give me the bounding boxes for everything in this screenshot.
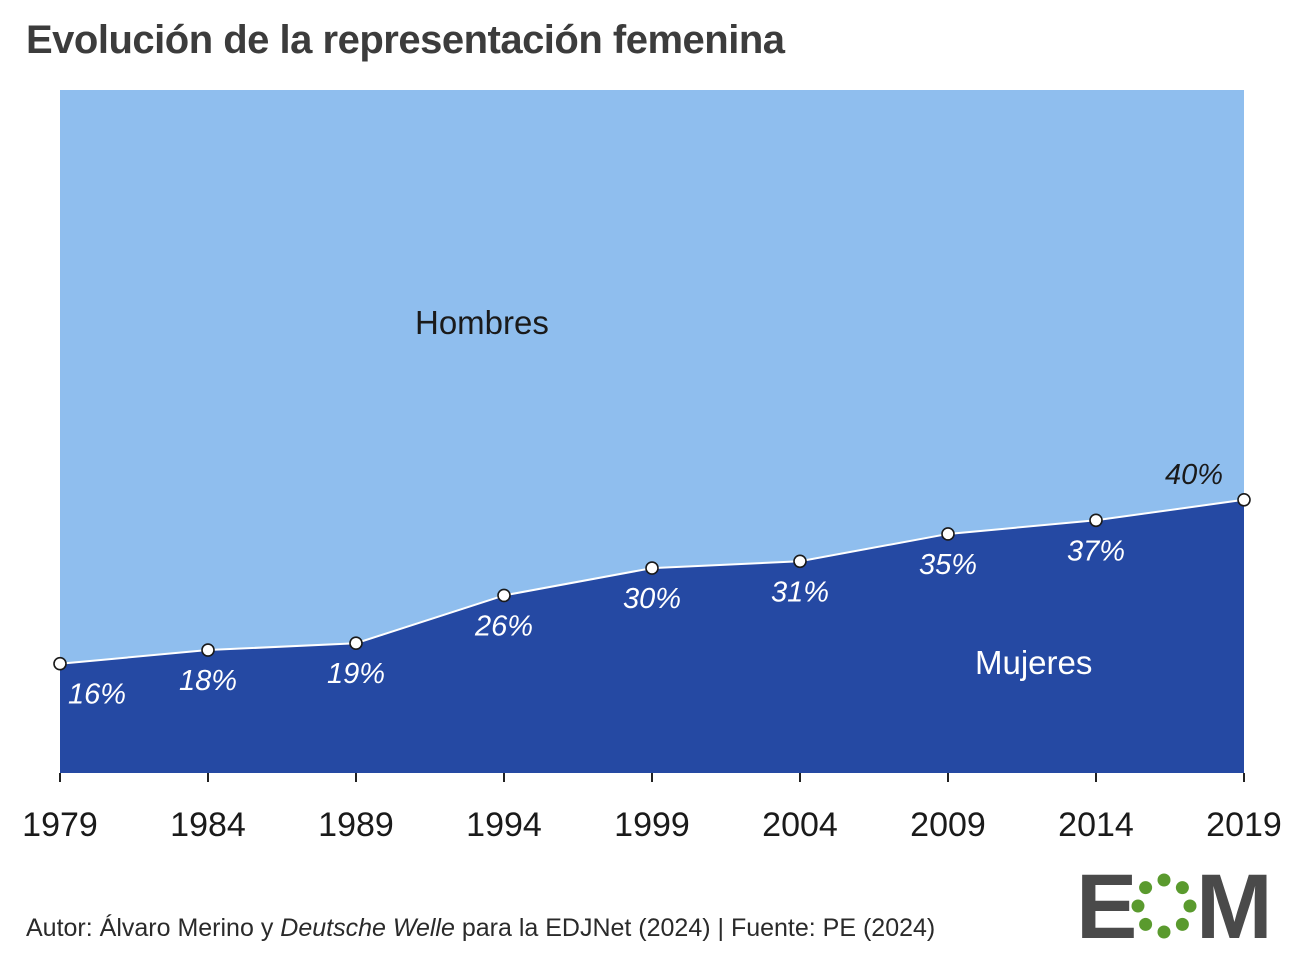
data-label-1994: 26% (474, 610, 533, 642)
logo-dot (1139, 881, 1153, 895)
x-tick-label-2004: 2004 (762, 806, 838, 844)
eom-circle-dots-logo-icon (1131, 873, 1197, 939)
data-label-2004: 31% (771, 576, 829, 608)
x-tick-label-1989: 1989 (318, 806, 394, 844)
data-point-2004 (793, 554, 807, 569)
data-point-2009 (941, 527, 955, 541)
data-label-1999: 30% (623, 583, 681, 615)
footer-author-italic: Deutsche Welle (280, 914, 455, 942)
area-chart: 1979 1984 1989 1994 1999 2004 2009 2014 2019 16% 1… (22, 90, 1282, 844)
data-point-2014 (1089, 513, 1103, 528)
data-label-1979: 16% (68, 679, 126, 711)
area-mujeres (60, 499, 1244, 773)
data-label-2019: 40% (1165, 459, 1223, 491)
x-tick-label-1999: 1999 (614, 806, 690, 844)
plot-area: 1979 1984 1989 1994 1999 2004 2009 2014 2019 16% 1… (22, 90, 1282, 844)
data-label-2014: 37% (1067, 535, 1125, 567)
x-tick-label-2009: 2009 (910, 806, 986, 844)
eom-logo: E M (1076, 868, 1273, 942)
series-label-hombres: Hombres (415, 304, 549, 341)
x-tick-label-2014: 2014 (1058, 806, 1134, 844)
logo-dot (1131, 899, 1145, 913)
footer-credit: Autor: Álvaro Merino y Deutsche Welle pa… (26, 914, 935, 943)
footer-author-prefix: Autor: Álvaro Merino y (26, 914, 281, 942)
logo-dot (1139, 917, 1153, 931)
logo-dot (1157, 925, 1171, 939)
data-point-2019 (1237, 492, 1251, 507)
data-label-1989: 19% (327, 658, 385, 690)
series-label-mujeres: Mujeres (975, 644, 1092, 681)
logo-letter-m: M (1196, 868, 1273, 942)
data-point-1984 (201, 643, 215, 657)
data-point-1999 (645, 561, 659, 575)
x-tick-label-1994: 1994 (466, 806, 542, 844)
footer-author-suffix: para la EDJNet (2024) | Fuente: PE (2024… (454, 914, 936, 942)
data-point-1989 (349, 636, 363, 651)
logo-dot (1183, 899, 1197, 913)
logo-letter-e: E (1076, 868, 1137, 942)
data-label-2009: 35% (919, 549, 977, 581)
data-point-1979 (53, 656, 67, 671)
logo-dot (1157, 873, 1171, 887)
data-label-1984: 18% (179, 665, 237, 697)
data-point-1994 (497, 588, 511, 603)
x-tick-label-1984: 1984 (170, 806, 246, 844)
x-tick-label-1979: 1979 (22, 806, 98, 844)
logo-dot (1175, 881, 1189, 895)
x-tick-label-2019: 2019 (1206, 806, 1282, 844)
logo-dot (1175, 917, 1189, 931)
chart-title: Evolución de la representación femenina (26, 18, 785, 62)
